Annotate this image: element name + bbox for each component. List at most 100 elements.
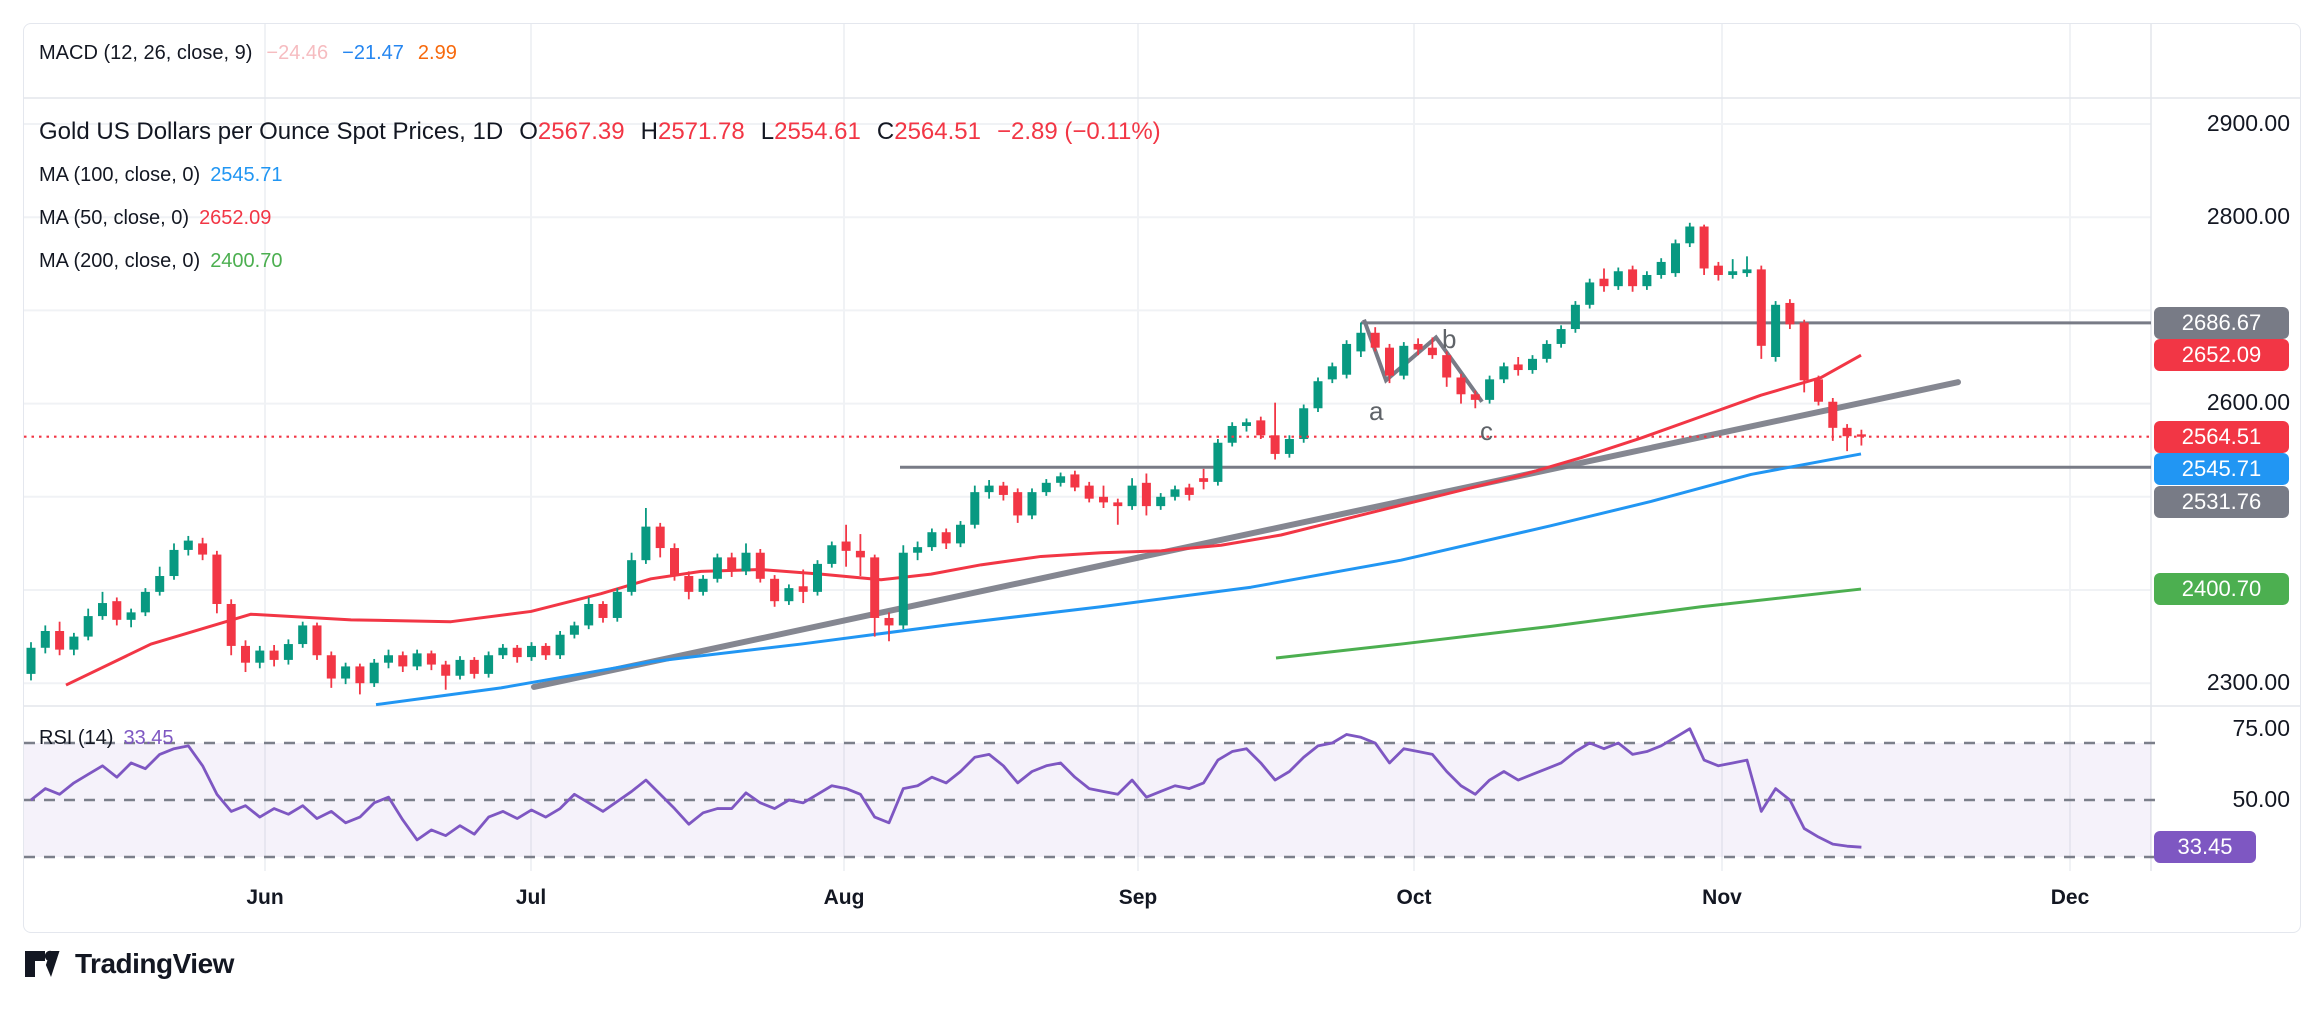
candle-body — [1528, 358, 1537, 371]
candle-body — [670, 548, 679, 577]
ma50-legend[interactable]: MA (50, close, 0) 2652.09 — [39, 207, 271, 230]
month-label[interactable]: Aug — [823, 886, 865, 909]
candle-body — [83, 616, 93, 637]
rsi-label: RSI (14) — [39, 727, 114, 749]
change-value: −2.89 (−0.11%) — [996, 118, 1161, 145]
candle-body — [326, 655, 336, 679]
rsi-legend[interactable]: RSI (14) 33.45 — [39, 727, 174, 750]
candle-body — [1070, 474, 1080, 488]
candle-body — [1728, 271, 1738, 275]
candle-body — [98, 603, 107, 617]
low-value: L 2554.61 — [760, 118, 861, 145]
candle-body — [770, 578, 780, 602]
month-label[interactable]: Oct — [1396, 886, 1432, 909]
candle-body — [441, 664, 451, 676]
candle-body — [69, 636, 79, 650]
macd-value: −24.46 — [266, 42, 329, 64]
candle-body — [1427, 347, 1437, 356]
candle-body — [755, 552, 765, 579]
candle-body — [970, 492, 980, 525]
price-axis-label: 2900.00 — [2206, 110, 2290, 136]
candle-body — [1141, 482, 1151, 507]
candle-body — [412, 653, 422, 667]
candle-body — [1542, 343, 1552, 359]
candle-body — [1242, 422, 1251, 426]
candle-body — [655, 526, 665, 549]
candle-body — [1785, 302, 1795, 325]
candle-body — [870, 557, 880, 618]
candle-body — [527, 645, 536, 658]
candle-body — [312, 625, 322, 656]
candle-body — [1113, 502, 1123, 507]
price-badge: 2564.51 — [2154, 421, 2289, 453]
candle-body — [341, 666, 351, 679]
candle-body — [1385, 347, 1394, 376]
candle-body — [1671, 243, 1680, 274]
candle-body — [1399, 345, 1409, 376]
candle-body — [998, 485, 1008, 495]
wave-label-c: c — [1480, 416, 1493, 446]
candle-body — [126, 612, 136, 620]
candle-body — [741, 552, 751, 572]
price-axis-label: 50.00 — [2232, 786, 2290, 812]
chart-canvas[interactable] — [24, 24, 2300, 932]
candle-body — [1327, 366, 1337, 380]
candle-body — [1099, 496, 1108, 503]
candle-body — [155, 576, 165, 592]
candle-body — [1814, 379, 1823, 402]
price-axis-label: 75.00 — [2232, 715, 2290, 741]
month-label[interactable]: Jun — [246, 886, 284, 909]
candle-body — [1027, 492, 1037, 516]
candle-body — [1342, 343, 1352, 375]
candle-body — [1570, 304, 1580, 330]
candle-body — [827, 545, 837, 564]
tradingview-logo[interactable]: TradingView — [23, 944, 234, 984]
ma50-value: 2652.09 — [199, 207, 272, 229]
candle-body — [455, 659, 465, 676]
macd-label: MACD (12, 26, close, 9) — [39, 42, 253, 64]
month-label[interactable]: Sep — [1118, 886, 1158, 909]
month-label[interactable]: Nov — [1702, 886, 1742, 909]
candle-body — [1771, 304, 1781, 357]
candle-body — [1284, 439, 1294, 454]
candle-body — [1699, 226, 1709, 269]
candle-body — [283, 644, 293, 660]
candle-body — [956, 524, 965, 544]
ma100-line — [375, 452, 1862, 707]
candle-body — [198, 543, 208, 555]
candle-body — [1656, 261, 1666, 275]
ma100-label: MA (100, close, 0) — [39, 164, 201, 186]
wave-label-a: a — [1369, 396, 1384, 426]
ma100-legend[interactable]: MA (100, close, 0) 2545.71 — [39, 164, 282, 187]
macd-signal-value: −21.47 — [342, 42, 404, 64]
price-axis-label: 2800.00 — [2206, 203, 2290, 229]
candle-body — [941, 532, 951, 544]
month-label[interactable]: Dec — [2050, 886, 2090, 909]
candle-body — [798, 586, 808, 592]
candle-body — [369, 662, 379, 684]
price-badge: 2400.70 — [2154, 573, 2289, 605]
candle-body — [1156, 496, 1166, 507]
candle-body — [927, 532, 937, 548]
candle-body — [40, 631, 50, 648]
high-value: H 2571.78 — [640, 118, 745, 145]
ma200-legend[interactable]: MA (200, close, 0) 2400.70 — [39, 250, 282, 273]
candle-body — [1585, 282, 1595, 305]
tradingview-logo-text: TradingView — [75, 948, 234, 979]
candle-body — [1370, 332, 1380, 348]
tradingview-chart-widget[interactable]: MACD (12, 26, close, 9) −24.46 −21.47 2.… — [23, 23, 2301, 933]
rsi-value: 33.45 — [123, 727, 174, 749]
month-label[interactable]: Jul — [515, 886, 547, 909]
candle-body — [1842, 427, 1852, 437]
candle-body — [1685, 226, 1695, 244]
macd-legend[interactable]: MACD (12, 26, close, 9) −24.46 −21.47 2.… — [39, 42, 457, 65]
candle-body — [169, 549, 179, 577]
symbol-legend[interactable]: Gold US Dollars per Ounce Spot Prices, 1… — [39, 118, 1161, 146]
rsi-line — [30, 727, 1862, 849]
candle-body — [1041, 482, 1051, 493]
candle-body — [1227, 425, 1237, 443]
candle-body — [569, 625, 579, 635]
macd-hist-value: 2.99 — [417, 42, 457, 64]
candle-body — [1456, 377, 1466, 395]
candle-body — [1170, 489, 1180, 497]
